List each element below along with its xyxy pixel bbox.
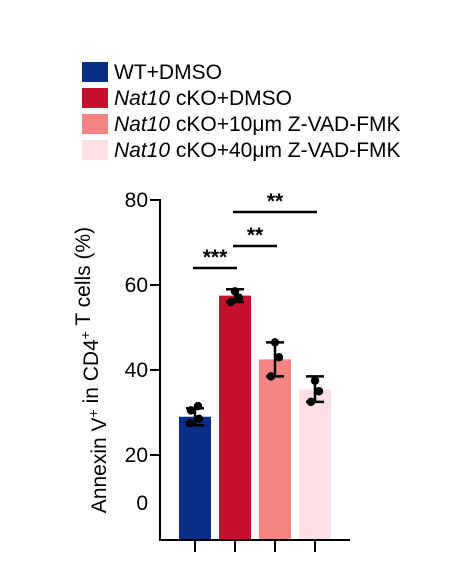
significance-annotations: ******* [193, 190, 317, 270]
significance-label: ** [247, 224, 264, 247]
data-point [314, 387, 324, 396]
bar [219, 295, 251, 540]
x-axis [159, 539, 350, 552]
significance-label: ** [267, 190, 284, 213]
data-point [310, 376, 320, 385]
y-tick-label: 60 [125, 274, 148, 297]
data-point [230, 287, 240, 296]
legend-label: Nat10 cKO+DMSO [114, 87, 292, 110]
bar [179, 416, 211, 540]
legend-label: WT+DMSO [114, 61, 222, 84]
data-point [194, 414, 204, 424]
data-point [193, 401, 203, 411]
legend-swatch [82, 140, 108, 160]
data-point [226, 297, 236, 307]
legend: WT+DMSO Nat10 cKO+DMSO Nat10 cKO+10μm Z-VA… [82, 61, 401, 162]
y-tick-label: 40 [125, 359, 148, 382]
legend-item: Nat10 cKO+DMSO [82, 87, 292, 110]
y-axis-label: Annexin V+ in CD4+ T cells (%) [72, 227, 111, 513]
legend-swatch [82, 62, 108, 82]
legend-label: Nat10 cKO+10μm Z-VAD-FMK [114, 113, 401, 136]
bar [259, 359, 291, 540]
legend-item: WT+DMSO [82, 61, 222, 84]
data-point [234, 293, 244, 302]
data-point [270, 338, 280, 347]
y-tick-label: 80 [125, 189, 148, 212]
significance-label: *** [203, 246, 228, 269]
bars [179, 295, 331, 540]
bar [299, 389, 331, 540]
y-tick-label: 20 [125, 444, 148, 467]
data-points [185, 287, 324, 428]
legend-swatch [82, 88, 108, 108]
data-point [266, 372, 276, 381]
y-axis-title: Annexin V+ in CD4+ T cells (%) [72, 227, 111, 513]
y-tick-label: 0 [136, 492, 148, 515]
data-point [274, 353, 284, 362]
legend-item: Nat10 cKO+40μm Z-VAD-FMK [82, 139, 401, 162]
legend-label: Nat10 cKO+40μm Z-VAD-FMK [114, 139, 401, 162]
legend-item: Nat10 cKO+10μm Z-VAD-FMK [82, 113, 401, 136]
data-point [306, 397, 316, 407]
y-axis: 0 20 40 60 80 [125, 189, 161, 541]
data-point [185, 418, 195, 428]
legend-swatch [82, 114, 108, 134]
data-point [186, 406, 196, 415]
